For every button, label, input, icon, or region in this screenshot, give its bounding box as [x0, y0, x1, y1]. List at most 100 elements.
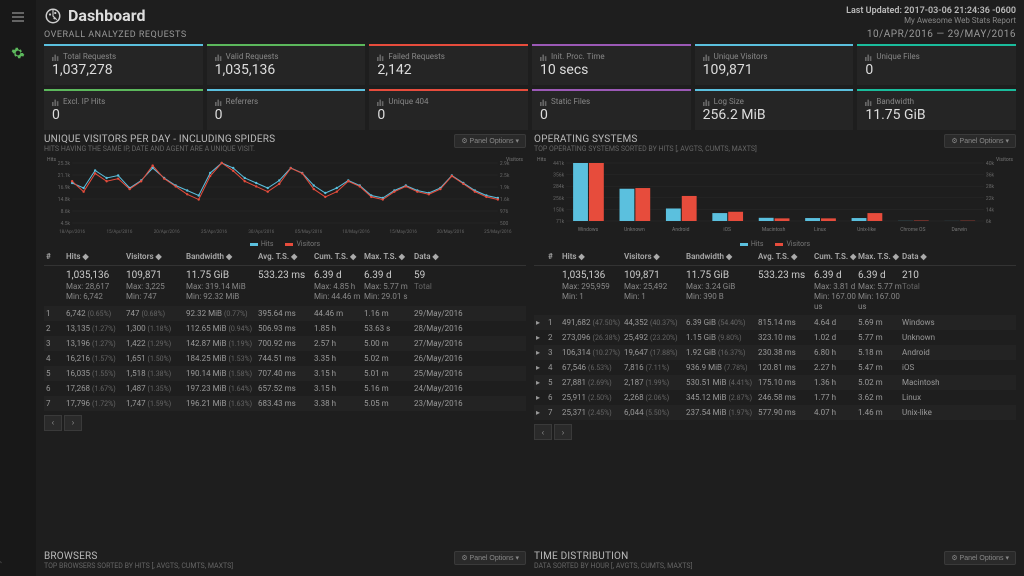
table-header[interactable]: Visitors ◆	[126, 252, 186, 261]
table-header[interactable]: Cum. T.S. ◆	[814, 252, 858, 261]
svg-text:71k: 71k	[556, 219, 565, 225]
svg-text:15/Apr/2016: 15/Apr/2016	[106, 229, 132, 235]
table-row[interactable]: 313,196 (1.27%)1,422 (1.29%)142.87 MiB (…	[44, 336, 526, 351]
svg-text:Unix-like: Unix-like	[857, 227, 876, 233]
time-title: TIME DISTRIBUTION	[534, 551, 692, 562]
stat-card: Unique Files0	[857, 44, 1016, 85]
visitors-legend: Hits Visitors	[44, 240, 526, 248]
svg-text:10/May/2016: 10/May/2016	[342, 229, 370, 235]
svg-text:20/May/2016: 20/May/2016	[437, 229, 465, 235]
svg-text:14k: 14k	[986, 208, 995, 214]
table-header[interactable]: #	[46, 252, 66, 261]
svg-text:Chrome OS: Chrome OS	[900, 227, 925, 233]
svg-text:500: 500	[500, 221, 509, 227]
table-header[interactable]: Hits ◆	[66, 252, 126, 261]
table-header[interactable]	[536, 252, 548, 261]
table-header[interactable]: Avg. T.S. ◆	[258, 252, 314, 261]
svg-text:05/May/2016: 05/May/2016	[295, 229, 323, 235]
svg-text:6k: 6k	[986, 219, 992, 225]
svg-text:28k: 28k	[986, 185, 995, 191]
visitors-chart: 25.3k21.1k16.9k14.8k8.6k4.5k2.9k2.5k1.9k…	[44, 155, 526, 235]
os-panel-options[interactable]: ⚙ Panel Options ▾	[944, 134, 1016, 148]
browsers-panel: BROWSERS TOP BROWSERS SORTED BY HITS [, …	[44, 551, 526, 570]
svg-text:40k: 40k	[986, 161, 995, 167]
menu-icon[interactable]	[9, 8, 27, 26]
table-row[interactable]: ▸3106,314 (10.27%)19,647 (17.88%)1.92 Gi…	[534, 345, 1016, 360]
table-header[interactable]: Cum. T.S. ◆	[314, 252, 364, 261]
browsers-panel-options[interactable]: ⚙ Panel Options ▾	[454, 551, 526, 565]
svg-text:8.6k: 8.6k	[61, 209, 71, 215]
time-subtitle: DATA SORTED BY HOUR [, AVGTS, CUMTS, MAX…	[534, 562, 692, 570]
table-row[interactable]: ▸1491,682 (47.50%)44,352 (40.37%)6.39 Gi…	[534, 315, 1016, 330]
footer-credit: by GoAccess and GWSocket	[0, 468, 2, 568]
table-header[interactable]: Max. T.S. ◆	[364, 252, 414, 261]
visitors-title: UNIQUE VISITORS PER DAY - INCLUDING SPID…	[44, 134, 275, 145]
os-pager-next[interactable]: ›	[554, 424, 572, 440]
table-row[interactable]: 416,216 (1.57%)1,651 (1.50%)184.25 MiB (…	[44, 351, 526, 366]
os-pager-prev[interactable]: ‹	[534, 424, 552, 440]
svg-text:Darwin: Darwin	[952, 227, 968, 233]
table-header[interactable]: Data ◆	[414, 252, 464, 261]
stat-card: Bandwidth11.75 GiB	[857, 89, 1016, 130]
svg-text:20/Apr/2016: 20/Apr/2016	[154, 229, 180, 235]
stat-card: Log Size256.2 MiB	[695, 89, 854, 130]
stat-card: Init. Proc. Time10 secs	[532, 44, 691, 85]
svg-text:356k: 356k	[553, 173, 564, 179]
svg-text:Android: Android	[672, 227, 690, 233]
svg-text:976: 976	[500, 209, 509, 215]
visitors-pager-next[interactable]: ›	[64, 415, 82, 431]
stat-card: Unique 4040	[369, 89, 528, 130]
os-title: OPERATING SYSTEMS	[534, 134, 757, 145]
time-panel: TIME DISTRIBUTION DATA SORTED BY HOUR [,…	[534, 551, 1016, 570]
table-row[interactable]: ▸2273,096 (26.38%)25,492 (23.20%)1.15 Gi…	[534, 330, 1016, 345]
table-row[interactable]: ▸725,371 (2.45%)6,044 (5.50%)237.54 MiB …	[534, 405, 1016, 420]
stat-card: Excl. IP Hits0	[44, 89, 203, 130]
stat-card: Static Files0	[532, 89, 691, 130]
os-chart: 441k356k284k256k150k71k40k36k28k22k14k6k…	[534, 155, 1016, 235]
os-table: #Hits ◆Visitors ◆Bandwidth ◆Avg. T.S. ◆C…	[534, 248, 1016, 420]
report-name: My Awesome Web Stats Report	[846, 16, 1016, 25]
svg-text:Hits: Hits	[537, 157, 546, 163]
table-header[interactable]: Data ◆	[902, 252, 946, 261]
table-header[interactable]: Max. T.S. ◆	[858, 252, 902, 261]
table-header[interactable]: Visitors ◆	[624, 252, 686, 261]
stat-card: Failed Requests2,142	[369, 44, 528, 85]
table-header[interactable]: #	[548, 252, 562, 261]
svg-text:16.9k: 16.9k	[58, 185, 71, 191]
table-header[interactable]: Bandwidth ◆	[686, 252, 758, 261]
table-header[interactable]: Bandwidth ◆	[186, 252, 258, 261]
date-range: 10/APR/2016 — 29/MAY/2016	[867, 29, 1016, 40]
table-row[interactable]: 516,035 (1.55%)1,518 (1.38%)190.14 MiB (…	[44, 366, 526, 381]
table-row[interactable]: 717,796 (1.72%)1,747 (1.59%)196.21 MiB (…	[44, 396, 526, 411]
table-row[interactable]: ▸625,911 (2.50%)2,268 (2.06%)345.12 MiB …	[534, 390, 1016, 405]
stat-card: Referrers0	[207, 89, 366, 130]
svg-text:2.5k: 2.5k	[500, 173, 510, 179]
table-row[interactable]: ▸467,546 (6.53%)7,816 (7.11%)936.9 MiB (…	[534, 360, 1016, 375]
table-row[interactable]: 617,268 (1.67%)1,487 (1.35%)197.23 MiB (…	[44, 381, 526, 396]
browsers-subtitle: TOP BROWSERS SORTED BY HITS [, AVGTS, CU…	[44, 562, 233, 570]
os-subtitle: TOP OPERATING SYSTEMS SORTED BY HITS [, …	[534, 145, 757, 153]
time-panel-options[interactable]: ⚙ Panel Options ▾	[944, 551, 1016, 565]
table-header[interactable]: Avg. T.S. ◆	[758, 252, 814, 261]
table-row[interactable]: ▸527,881 (2.69%)2,187 (1.99%)530.51 MiB …	[534, 375, 1016, 390]
svg-text:Hits: Hits	[47, 157, 56, 163]
svg-text:Visitors: Visitors	[996, 157, 1013, 163]
svg-text:21.1k: 21.1k	[58, 173, 71, 179]
svg-text:30/Apr/2016: 30/Apr/2016	[248, 229, 274, 235]
os-pager: ‹ ›	[534, 424, 1016, 440]
visitors-table: #Hits ◆Visitors ◆Bandwidth ◆Avg. T.S. ◆C…	[44, 248, 526, 410]
page-title: Dashboard	[44, 6, 145, 25]
svg-text:36k: 36k	[986, 173, 995, 179]
svg-text:284k: 284k	[553, 185, 564, 191]
visitors-panel-options[interactable]: ⚙ Panel Options ▾	[454, 134, 526, 148]
table-header[interactable]: Hits ◆	[562, 252, 624, 261]
svg-text:25.3k: 25.3k	[58, 161, 71, 167]
table-row[interactable]: 213,135 (1.27%)1,300 (1.18%)112.65 MiB (…	[44, 321, 526, 336]
overall-title: OVERALL ANALYZED REQUESTS	[44, 30, 187, 40]
table-row[interactable]: 16,742 (0.65%)747 (0.68%)92.32 MiB (0.77…	[44, 306, 526, 321]
svg-text:Unknown: Unknown	[624, 227, 645, 233]
gear-icon[interactable]	[9, 44, 27, 62]
last-updated: Last Updated: 2017-03-06 21:24:36 -0600	[846, 6, 1016, 16]
visitors-pager-prev[interactable]: ‹	[44, 415, 62, 431]
svg-text:Windows: Windows	[578, 227, 599, 233]
